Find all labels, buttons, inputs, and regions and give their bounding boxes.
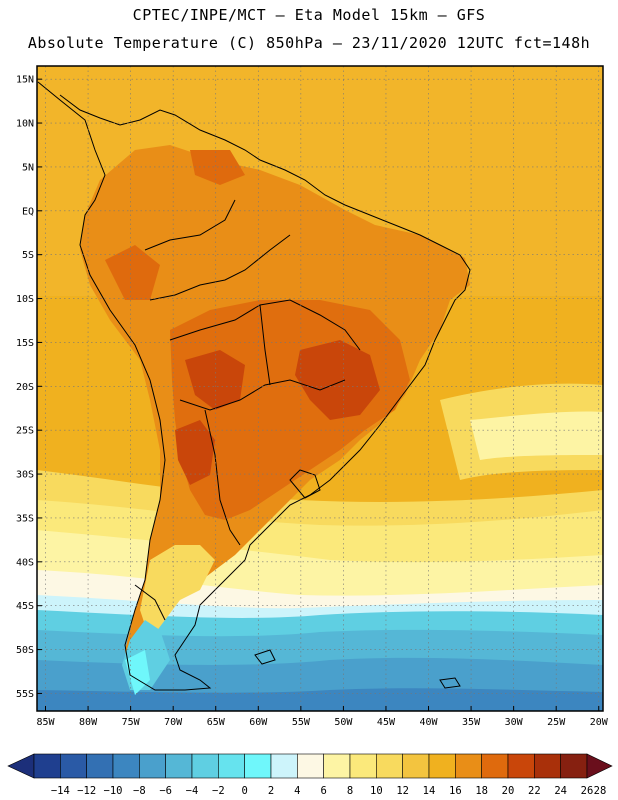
lon-label: 25W xyxy=(547,717,566,728)
colorbar-label: −6 xyxy=(159,785,172,797)
colorbar-label: 8 xyxy=(347,785,353,797)
temperature-field xyxy=(37,66,603,711)
lon-label: 75W xyxy=(122,717,141,728)
lon-label: 40W xyxy=(419,717,438,728)
longitude-labels: 85W 80W 75W 70W 65W 60W 55W 50W 45W 40W 35W 30W 25W 2… xyxy=(36,706,609,728)
colorbar-labels: −14 −12 −10 −8 −6 −4 −2 0 2 4 6 8 10 12 14 16 18 20 22 24 26… xyxy=(51,785,606,797)
colorbar-swatch xyxy=(376,753,403,779)
lon-label: 50W xyxy=(334,717,353,728)
colorbar-swatch xyxy=(33,753,61,779)
colorbar-label: 28 xyxy=(594,785,607,797)
colorbar-max-arrow xyxy=(586,753,613,779)
colorbar-swatch xyxy=(297,753,324,779)
colorbar-swatch xyxy=(218,753,245,779)
colorbar-swatch xyxy=(455,753,482,779)
colorbar-label: −8 xyxy=(133,785,146,797)
lat-label: 25S xyxy=(16,426,34,437)
colorbar-label: −4 xyxy=(186,785,199,797)
colorbar-swatch xyxy=(560,753,588,779)
lon-label: 60W xyxy=(249,717,268,728)
lat-label: 35S xyxy=(16,513,34,524)
lon-label: 35W xyxy=(462,717,481,728)
lat-label: 15S xyxy=(16,338,34,349)
colorbar-swatch xyxy=(402,753,430,779)
colorbar-swatch xyxy=(139,753,166,779)
colorbar-min-arrow xyxy=(7,753,35,779)
colorbar-label: −10 xyxy=(104,785,123,797)
colorbar-label: 0 xyxy=(242,785,248,797)
lon-label: 80W xyxy=(79,717,98,728)
colorbar-label: −14 xyxy=(51,785,70,797)
colorbar-label: 4 xyxy=(294,785,300,797)
colorbar-swatch xyxy=(191,753,219,779)
colorbar-swatch xyxy=(481,753,509,779)
lat-label: 50S xyxy=(16,645,34,656)
lat-label: 15N xyxy=(16,75,34,86)
lat-label: 5N xyxy=(22,162,34,173)
chart-title-line2: Absolute Temperature (C) 850hPa – 23/11/… xyxy=(27,34,591,52)
colorbar-swatch xyxy=(165,753,193,779)
chart-title-line1: CPTEC/INPE/MCT – Eta Model 15km – GFS xyxy=(132,6,486,24)
lon-label: 85W xyxy=(36,717,55,728)
lon-label: 20W xyxy=(590,717,609,728)
lat-label: 45S xyxy=(16,601,34,612)
colorbar-label: 26 xyxy=(581,785,594,797)
colorbar-swatch xyxy=(60,753,87,779)
colorbar xyxy=(7,753,613,779)
colorbar-label: 18 xyxy=(475,785,488,797)
colorbar-swatch xyxy=(86,753,114,779)
lon-label: 55W xyxy=(292,717,311,728)
lon-label: 30W xyxy=(505,717,524,728)
coastline-borders xyxy=(37,81,471,691)
colorbar-swatch xyxy=(428,753,456,779)
colorbar-label: 2 xyxy=(268,785,274,797)
colorbar-label: 24 xyxy=(554,785,567,797)
lon-label: 70W xyxy=(164,717,183,728)
lat-label: 10N xyxy=(16,119,34,130)
colorbar-swatch xyxy=(507,753,535,779)
colorbar-label: 20 xyxy=(502,785,515,797)
colorbar-label: 10 xyxy=(370,785,383,797)
lat-label: 5S xyxy=(22,250,34,261)
latitude-labels: 15N 10N 5N EQ 5S 10S 15S 20S 25S 30S 35S 40S 45S 50S 5… xyxy=(16,75,42,700)
colorbar-swatch xyxy=(534,753,561,779)
lat-label: 55S xyxy=(16,689,34,700)
colorbar-label: 22 xyxy=(528,785,541,797)
colorbar-label: 14 xyxy=(423,785,436,797)
map-frame xyxy=(36,65,604,712)
colorbar-label: 16 xyxy=(449,785,462,797)
colorbar-label: −12 xyxy=(77,785,96,797)
lat-label: 40S xyxy=(16,557,34,568)
lat-label: 10S xyxy=(16,294,34,305)
lat-label: 30S xyxy=(16,470,34,481)
lat-label: 20S xyxy=(16,382,34,393)
lon-label: 45W xyxy=(377,717,396,728)
lat-label: EQ xyxy=(22,206,34,217)
colorbar-label: 12 xyxy=(396,785,409,797)
colorbar-swatch xyxy=(349,753,377,779)
colorbar-label: 6 xyxy=(321,785,327,797)
colorbar-swatch xyxy=(112,753,140,779)
colorbar-swatch xyxy=(270,753,298,779)
colorbar-label: −2 xyxy=(212,785,225,797)
colorbar-swatch xyxy=(244,753,272,779)
lon-label: 65W xyxy=(207,717,226,728)
colorbar-swatch xyxy=(323,753,351,779)
